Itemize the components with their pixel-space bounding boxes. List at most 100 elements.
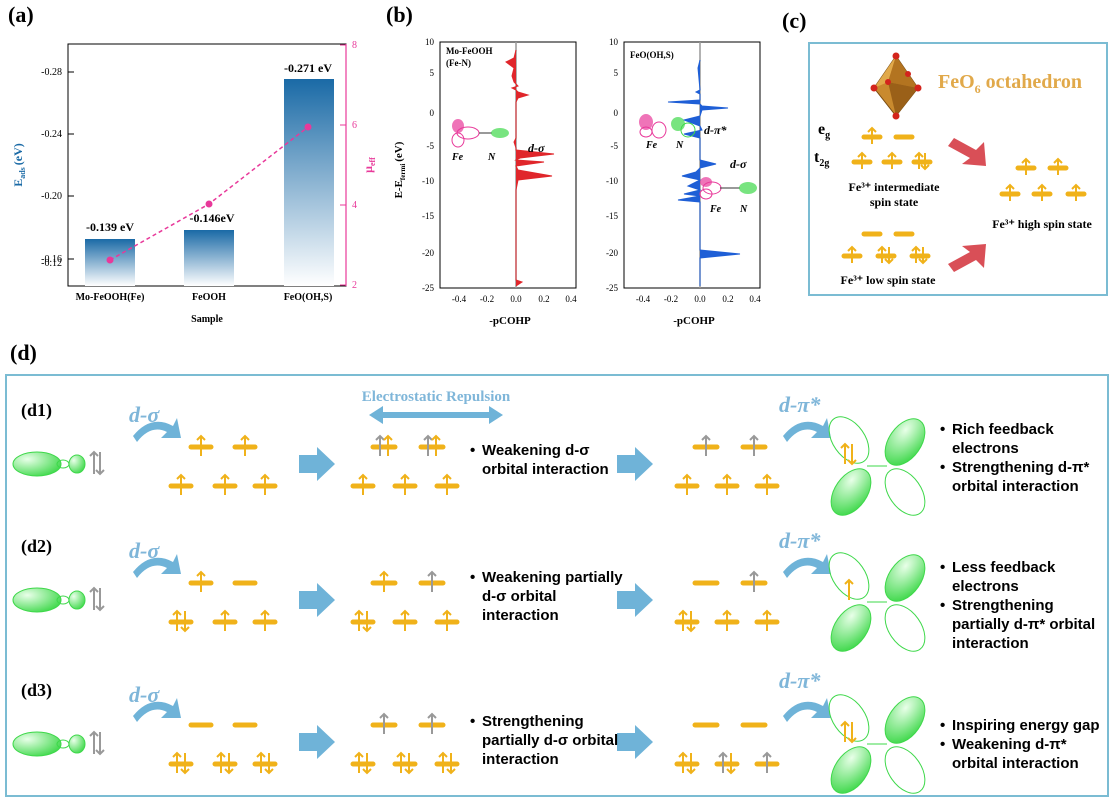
- b-xlabel-left: -pCOHP: [489, 315, 531, 327]
- double-arrow-icon: [369, 406, 503, 424]
- b-left-title-1: (Fe-N): [446, 58, 471, 68]
- b-xlabel-right: -pCOHP: [673, 315, 715, 327]
- panel-d-box: [5, 374, 1109, 797]
- d1-middle-text: • Weakening d-σ orbital interaction: [470, 442, 609, 478]
- cohp-curve-left: [505, 49, 555, 287]
- d3-b1-l0: Inspiring energy gap: [952, 717, 1100, 734]
- b-fe-right-1: Fe: [645, 140, 658, 151]
- b-ytick-l5: -15: [422, 211, 434, 221]
- bar-label-1: -0.146eV: [190, 211, 235, 225]
- intermediate-label-1: spin state: [870, 195, 919, 209]
- bar-label-2: -0.271 eV: [284, 61, 332, 75]
- b-xtick-r3: 0.2: [722, 294, 733, 304]
- mu-point-1: [205, 200, 213, 208]
- b-ytick-r5: -15: [606, 211, 618, 221]
- row-d2-label: (d2): [21, 536, 52, 557]
- b-right-orbital-inset-2: [699, 177, 757, 200]
- red-arrow-icon-1: [948, 138, 986, 166]
- ytick-left-3: -0.16: [41, 254, 62, 265]
- panel-d-label: (d): [10, 340, 37, 365]
- d1-b1-l1: electrons: [952, 440, 1019, 457]
- d2-b2-l2: interaction: [952, 635, 1029, 652]
- d1-dpi: d-π*: [779, 392, 821, 417]
- b-ytick-l1: 5: [430, 68, 435, 78]
- d3-b2-l0: Weakening d-π*: [952, 736, 1067, 753]
- octahedron-icon: [870, 52, 922, 120]
- b-right-title: FeO(OH,S): [630, 50, 674, 60]
- b-xtick-l2: 0.0: [510, 294, 522, 304]
- b-ytick-r0: 10: [609, 37, 619, 47]
- b-ytick-r1: 5: [614, 68, 619, 78]
- row-d2: d-σ d-π*: [12, 528, 934, 659]
- d1-b1-l0: Rich feedback: [952, 421, 1054, 438]
- b-ytick-l3: -5: [427, 141, 435, 151]
- d2-dpi: d-π*: [779, 528, 821, 553]
- high-spin-label: Fe³⁺ high spin state: [992, 217, 1092, 231]
- panel-c-box: [808, 42, 1108, 296]
- row-d1: d-σ: [12, 392, 934, 523]
- bar-feooh: [184, 230, 234, 286]
- b-ytick-l7: -25: [422, 283, 434, 293]
- b-xtick-r0: -0.4: [636, 294, 651, 304]
- d3-dpi: d-π*: [779, 668, 821, 693]
- b-left-title-0: Mo-FeOOH: [446, 46, 493, 56]
- b-n-right-2: N: [739, 204, 748, 215]
- b-ytick-r6: -20: [606, 248, 618, 258]
- b-left-orbital-inset: [451, 119, 509, 148]
- b-xtick-l1: -0.2: [480, 294, 494, 304]
- d3-text-line-1: partially d-σ orbital: [482, 732, 619, 749]
- d1-b2-l0: Strengthening d-π*: [952, 459, 1090, 476]
- b-ytick-l2: 0: [430, 108, 435, 118]
- d1-right-text: • Rich feedback electrons • Strengthening…: [940, 421, 1090, 495]
- xtick-1: FeOOH: [192, 292, 226, 303]
- bar-label-0: -0.139 eV: [86, 220, 134, 234]
- d2-middle-text: • Weakening partially d-σ orbital intera…: [470, 569, 623, 624]
- d1-text-line-1: orbital interaction: [482, 461, 609, 478]
- b-fe-right-2: Fe: [709, 204, 722, 215]
- ytick-right-3: 2: [352, 280, 357, 291]
- ytick-left-4: -0.12: [41, 258, 62, 269]
- y-axis-right-label: μeff: [361, 157, 377, 173]
- b-ytick-r2: 0: [614, 108, 619, 118]
- b-y-axis-label: E-Efermi(eV): [393, 141, 407, 198]
- row-d3: d-σ: [12, 668, 934, 797]
- b-ytick-l0: 10: [425, 37, 435, 47]
- row-d3-label: (d3): [21, 680, 52, 701]
- panel-b-chart: E-Efermi(eV) 10 5 0 -5 -10 -15 -20 -25 -…: [393, 37, 761, 327]
- ytick-right-2: 4: [352, 200, 357, 211]
- d2-b1-l0: Less feedback: [952, 559, 1056, 576]
- ytick-right-0: 8: [352, 40, 357, 51]
- panel-c-diagram: FeO6 octahedron eg t2g Fe³⁺ intermediate…: [814, 52, 1092, 287]
- b-xtick-r4: 0.4: [749, 294, 761, 304]
- x-axis-label: Sample: [191, 314, 223, 325]
- b-ytick-r3: -5: [611, 141, 619, 151]
- cohp-curve-right: [667, 59, 741, 286]
- b-n-right-1: N: [675, 140, 684, 151]
- d2-text-line-2: interaction: [482, 607, 559, 624]
- b-xtick-l3: 0.2: [538, 294, 549, 304]
- b-n-left: N: [487, 152, 496, 163]
- panel-b-label: (b): [386, 2, 413, 27]
- b-xtick-l4: 0.4: [565, 294, 577, 304]
- bar-feo-oh-s: [284, 79, 334, 286]
- t2g-label: t2g: [814, 149, 829, 169]
- b-ytick-r7: -25: [606, 283, 618, 293]
- xtick-0: Mo-FeOOH(Fe): [76, 292, 145, 303]
- ytick-right-1: 6: [352, 120, 357, 131]
- mu-point-2: [304, 123, 312, 131]
- ytick-left-1: -0.24: [41, 129, 62, 140]
- panel-a-chart: -0.28 -0.24 -0.20 -0.16 -0.12 8 6 4 2 -0…: [11, 40, 377, 325]
- b-ytick-r4: -10: [606, 176, 618, 186]
- d2-text-line-1: d-σ orbital: [482, 588, 557, 605]
- d3-right-text: • Inspiring energy gap • Weakening d-π* o…: [940, 717, 1100, 772]
- ytick-left-0: -0.28: [41, 67, 62, 78]
- b-dsigma-left: d-σ: [528, 141, 545, 155]
- d3-text-line-2: interaction: [482, 751, 559, 768]
- b-xtick-l0: -0.4: [452, 294, 467, 304]
- d3-b2-l1: orbital interaction: [952, 755, 1079, 772]
- b-dpi-right: d-π*: [704, 123, 728, 137]
- b-dsigma-right: d-σ: [730, 157, 747, 171]
- panel-a-label: (a): [8, 2, 34, 27]
- d2-b1-l1: electrons: [952, 578, 1019, 595]
- low-spin-label: Fe³⁺ low spin state: [841, 273, 937, 287]
